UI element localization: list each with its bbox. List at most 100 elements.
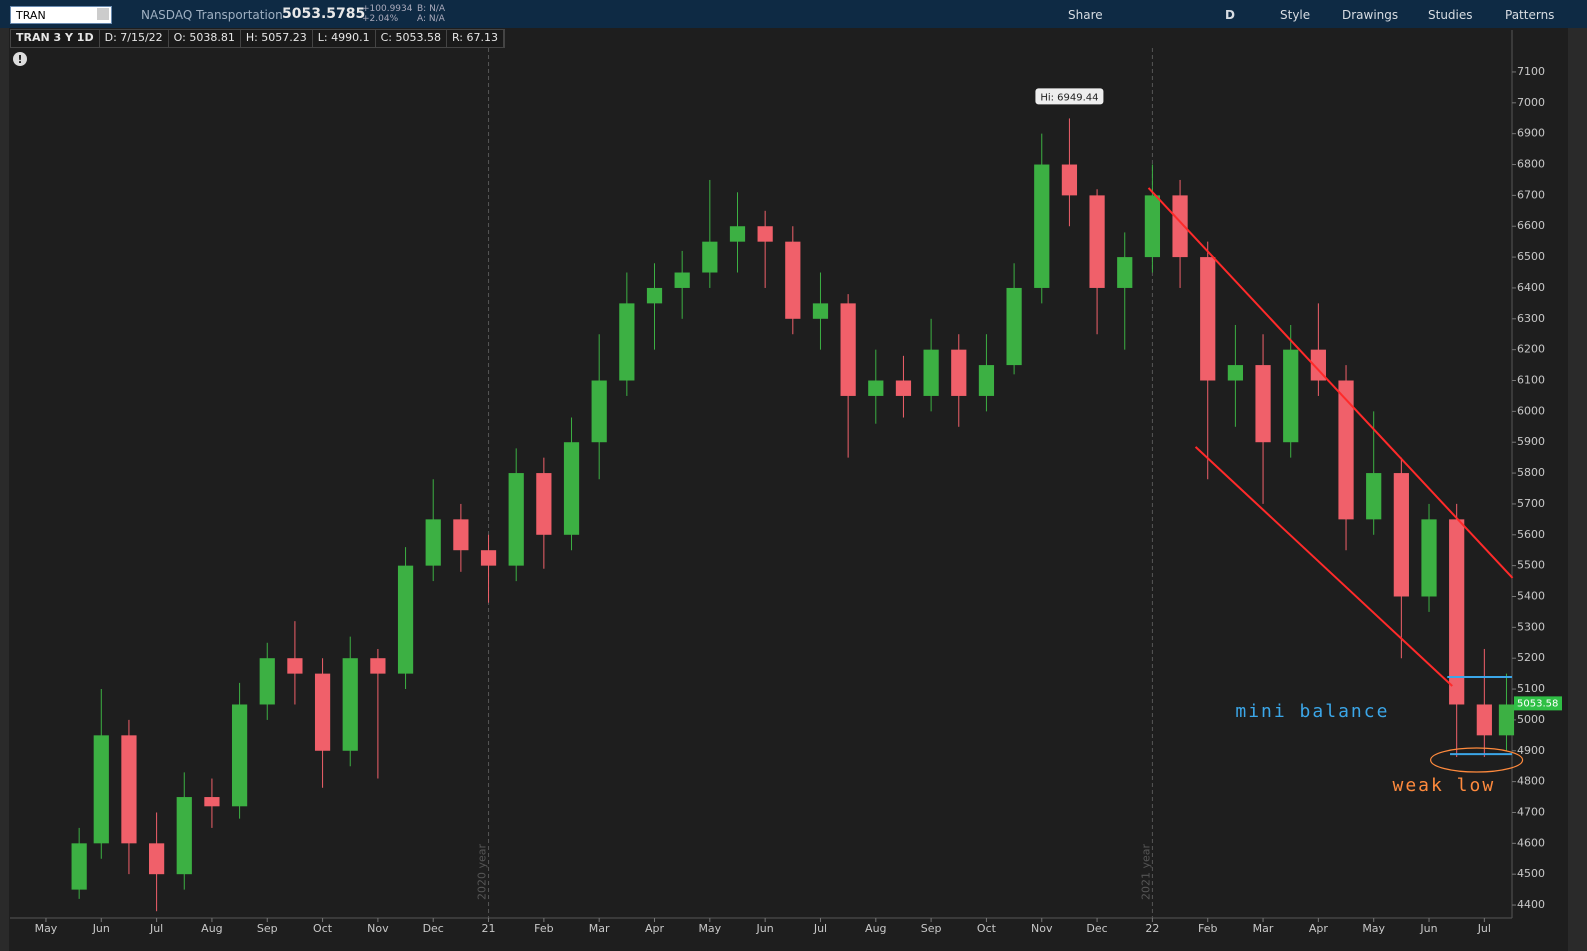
high-marker: Hi: 6949.44 [1040, 92, 1098, 103]
candle-body [1338, 380, 1354, 520]
candle-body [1061, 164, 1078, 196]
patterns-button[interactable]: Patterns [1505, 8, 1555, 22]
trendline [1147, 187, 1514, 579]
x-tick-label: Oct [977, 922, 997, 935]
y-tick-label: 4500 [1517, 867, 1545, 880]
range-label: R: 67.13 [447, 30, 504, 47]
x-tick-label: Nov [367, 922, 389, 935]
candle-body [1034, 164, 1050, 288]
date-label: D: 7/15/22 [100, 30, 169, 47]
candle-body [204, 797, 220, 807]
y-tick-label: 5700 [1517, 497, 1545, 510]
candle-body [812, 303, 829, 319]
annotation: weak low [1393, 775, 1496, 796]
x-tick-label: 22 [1145, 922, 1159, 935]
y-tick-label: 6800 [1517, 158, 1545, 171]
candle-body [1089, 195, 1105, 288]
x-tick-label: Mar [589, 922, 610, 935]
candle-body [1449, 519, 1465, 705]
share-button[interactable]: Share [1068, 8, 1103, 22]
x-tick-label: May [698, 922, 721, 935]
y-tick-label: 4700 [1517, 805, 1545, 818]
x-tick-label: Mar [1253, 922, 1274, 935]
candle-body [1200, 257, 1216, 381]
candle-body [840, 303, 856, 396]
x-tick-label: Jul [1477, 922, 1491, 935]
candle-body [923, 349, 939, 396]
y-tick-label: 5400 [1517, 589, 1545, 602]
candle-body [951, 349, 967, 396]
candle-body [619, 303, 635, 381]
x-tick-label: Dec [1086, 922, 1107, 935]
y-tick-label: 6900 [1517, 127, 1545, 140]
x-tick-label: Feb [1198, 922, 1217, 935]
candle-body [729, 226, 746, 242]
last-price-label: 5053.58 [1517, 698, 1558, 709]
close-label: C: 5053.58 [376, 30, 447, 47]
x-tick-label: Apr [1309, 922, 1329, 935]
candle-body [1421, 519, 1437, 597]
candle-body [93, 735, 109, 844]
toolbar: TRAN NASDAQ Transportation 5053.5785 +10… [0, 0, 1587, 28]
candle-body [895, 380, 912, 396]
x-tick-label: Jul [149, 922, 163, 935]
last-price-badge [1514, 696, 1562, 711]
candle-body [480, 550, 497, 566]
y-tick-label: 4400 [1517, 898, 1545, 911]
y-tick-label: 6600 [1517, 219, 1545, 232]
candle-body [978, 365, 995, 396]
low-ellipse [1429, 747, 1524, 773]
symbol: TRAN [16, 9, 46, 22]
y-tick-label: 7100 [1517, 65, 1545, 78]
alert-icon[interactable] [13, 52, 27, 66]
x-tick-label: May [1362, 922, 1385, 935]
y-tick-label: 6500 [1517, 250, 1545, 263]
candle-body [148, 843, 165, 875]
candle-body [1172, 195, 1188, 258]
candle-body [176, 797, 192, 875]
chart-header: TRAN 3 Y 1D D: 7/15/22 O: 5038.81 H: 505… [10, 29, 505, 48]
alert-icon-mark: ! [17, 53, 22, 66]
candle-body [1117, 257, 1133, 288]
x-tick-label: May [35, 922, 58, 935]
x-tick-label: 21 [482, 922, 496, 935]
candle-body [785, 241, 801, 319]
style-button[interactable]: Style [1280, 8, 1311, 22]
high-label: H: 5057.23 [241, 30, 313, 47]
x-tick-label: Aug [201, 922, 222, 935]
candle-body [563, 442, 580, 535]
symbol-input[interactable]: TRAN [10, 6, 112, 24]
candle-body [342, 658, 358, 751]
candle-body [757, 226, 773, 242]
y-tick-label: 4600 [1517, 836, 1545, 849]
x-tick-label: Dec [423, 922, 444, 935]
candle-body [121, 735, 137, 844]
drawings-button[interactable]: Drawings [1342, 8, 1399, 22]
candle-body [314, 673, 331, 751]
aggregation-button[interactable]: D [1225, 8, 1235, 22]
y-tick-label: 6700 [1517, 188, 1545, 201]
x-tick-label: Aug [865, 922, 886, 935]
dropdown[interactable] [97, 8, 109, 20]
annotation: mini balance [1235, 701, 1389, 722]
y-tick-label: 4800 [1517, 775, 1545, 788]
y-tick-label: 5500 [1517, 559, 1545, 572]
candle-body [1255, 365, 1271, 443]
studies-button[interactable]: Studies [1428, 8, 1473, 22]
last-price: 5053.5785 [282, 6, 366, 22]
candle-body [1006, 287, 1022, 366]
y-tick-label: 7000 [1517, 96, 1545, 109]
x-tick-label: Jul [813, 922, 827, 935]
candle-body [1498, 704, 1515, 736]
candle-body [1366, 473, 1382, 520]
y-tick-label: 5200 [1517, 651, 1545, 664]
candle-body [71, 843, 87, 890]
high-marker-box [1035, 88, 1104, 105]
x-tick-label: Feb [534, 922, 553, 935]
y-tick-label: 5000 [1517, 713, 1545, 726]
x-tick-label: Jun [756, 922, 774, 935]
bid: B: N/A [417, 4, 445, 14]
